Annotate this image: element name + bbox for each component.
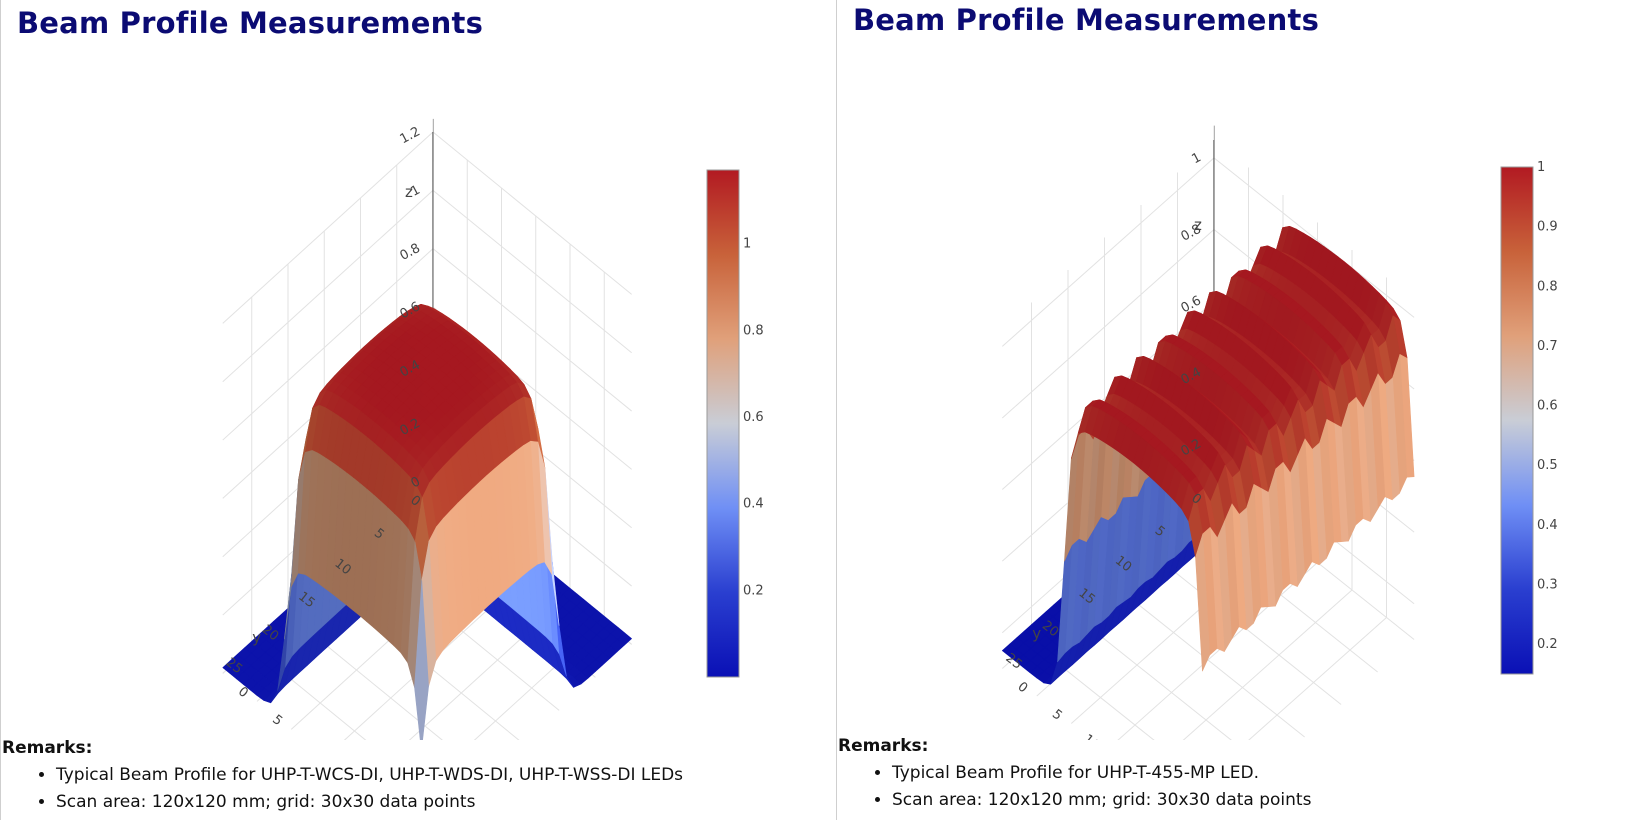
- surface: [1002, 226, 1415, 685]
- colorbar-tick-label: 0.6: [743, 410, 764, 425]
- remark-item: Typical Beam Profile for UHP-T-455-MP LE…: [892, 762, 1311, 784]
- remarks-section: Remarks: Typical Beam Profile for UHP-T-…: [838, 736, 1311, 816]
- remarks-section: Remarks: Typical Beam Profile for UHP-T-…: [2, 738, 683, 818]
- left-panel: Beam Profile Measurements 0 0.2 0.4 0.6 0.8 1…: [0, 0, 835, 820]
- x-tick-label: 10: [1080, 732, 1102, 740]
- x-tick-label: 0: [235, 684, 251, 701]
- remark-item: Scan area: 120x120 mm; grid: 30x30 data …: [892, 789, 1311, 811]
- right-panel: Beam Profile Measurements 0.2 0.4 0.6 0.8 1 0…: [836, 0, 1643, 820]
- remark-item: Scan area: 120x120 mm; grid: 30x30 data …: [56, 791, 683, 813]
- colorbar-gradient: [1500, 166, 1534, 675]
- remarks-list: Typical Beam Profile for UHP-T-455-MP LE…: [838, 762, 1311, 811]
- panel-title: Beam Profile Measurements: [17, 6, 484, 40]
- colorbar-tick-label: 1: [1537, 160, 1545, 175]
- colorbar-tick-label: 0.2: [743, 583, 764, 598]
- beam-profile-chart-right[interactable]: 0.20.40.60.8105101520250510152025zyx0.20…: [837, 0, 1643, 740]
- colorbar: 0.2 0.4 0.6 0.8 1: [706, 169, 764, 678]
- remarks-heading: Remarks:: [2, 738, 93, 758]
- beam-profile-chart-left[interactable]: 00.20.40.60.811.205101520250510152025zyx…: [1, 0, 835, 740]
- remarks-heading: Remarks:: [838, 736, 929, 756]
- z-tick-label: 1.2: [398, 124, 423, 147]
- remark-item: Typical Beam Profile for UHP-T-WCS-DI, U…: [56, 764, 683, 786]
- remarks-list: Typical Beam Profile for UHP-T-WCS-DI, U…: [2, 764, 683, 813]
- colorbar-tick-label: 0.8: [743, 323, 764, 338]
- colorbar: 0.2 0.3 0.4 0.5 0.6 0.7 0.8 0.9 1: [1500, 160, 1558, 675]
- y-axis-title: y: [252, 628, 261, 646]
- surface: [222, 304, 632, 740]
- colorbar-tick-label: 0.3: [1537, 578, 1558, 593]
- axis-labels: 0.20.40.60.8105101520250510152025zyx: [1003, 150, 1205, 740]
- colorbar-tick-label: 0.9: [1537, 220, 1558, 235]
- x-tick-label: 5: [1049, 707, 1065, 724]
- x-tick-label: 10: [300, 738, 322, 740]
- y-axis-title: y: [1032, 624, 1041, 642]
- z-axis-title: z: [405, 183, 413, 201]
- colorbar-tick-label: 1: [743, 237, 751, 252]
- panel-title: Beam Profile Measurements: [853, 3, 1320, 37]
- z-tick-label: 1: [1190, 150, 1204, 167]
- x-tick-label: 5: [269, 712, 285, 729]
- colorbar-tick-label: 0.7: [1537, 339, 1558, 354]
- colorbar-tick-label: 0.4: [743, 497, 764, 512]
- colorbar-tick-label: 0.2: [1537, 637, 1558, 652]
- z-axis-title: z: [1194, 216, 1202, 234]
- x-tick-label: 0: [1015, 679, 1031, 696]
- z-tick-label: 0.8: [398, 241, 423, 264]
- colorbar-gradient: [706, 169, 740, 678]
- colorbar-tick-label: 0.5: [1537, 458, 1558, 473]
- colorbar-tick-label: 0.8: [1537, 279, 1558, 294]
- colorbar-tick-label: 0.4: [1537, 518, 1558, 533]
- colorbar-tick-label: 0.6: [1537, 399, 1558, 414]
